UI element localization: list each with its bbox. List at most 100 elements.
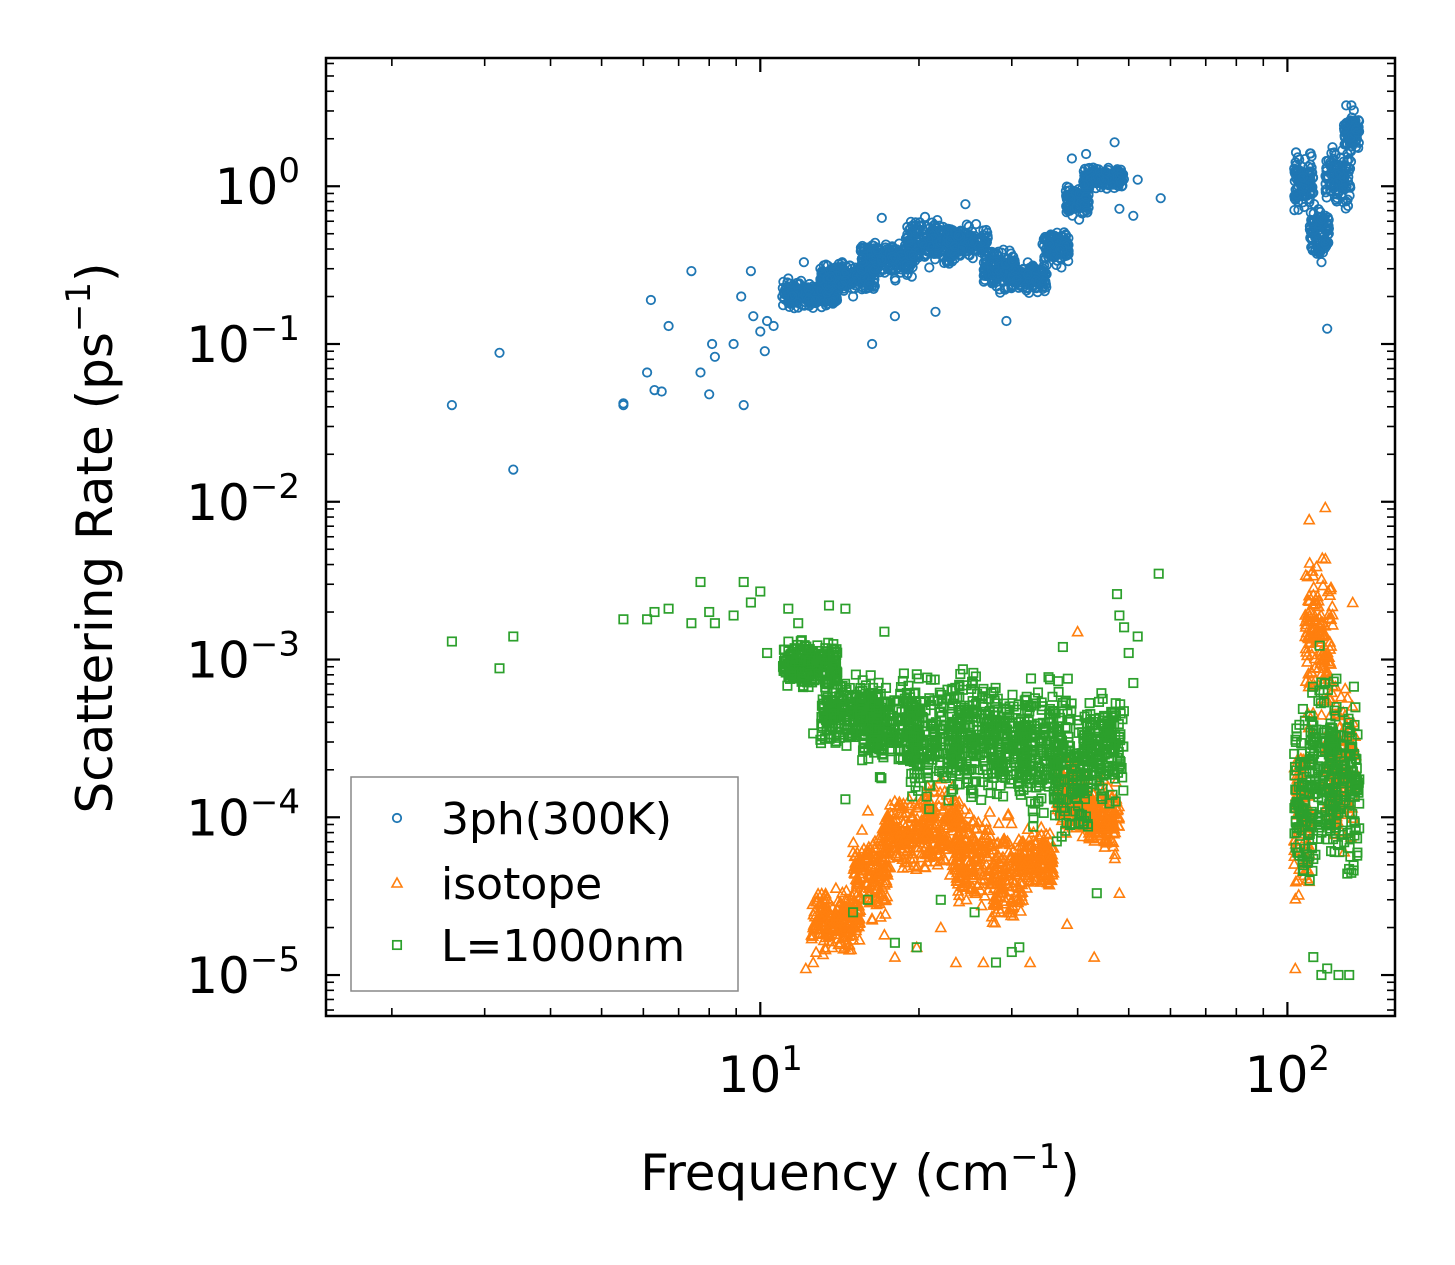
data-point — [1322, 323, 1333, 334]
data-point — [963, 221, 975, 232]
data-point — [1080, 191, 1092, 202]
data-point — [1098, 840, 1112, 852]
data-point — [906, 821, 919, 834]
data-marks — [446, 100, 1365, 981]
data-point — [814, 896, 828, 908]
data-point — [1339, 130, 1350, 141]
data-point — [902, 792, 916, 805]
data-point — [976, 868, 990, 881]
data-point — [851, 919, 865, 931]
data-point — [991, 898, 1004, 911]
data-point — [889, 695, 900, 706]
data-point — [962, 826, 975, 838]
data-point — [836, 693, 847, 704]
data-point — [822, 273, 833, 284]
data-point — [1082, 207, 1093, 218]
data-point — [978, 713, 989, 724]
data-point — [791, 277, 803, 289]
data-point — [806, 929, 820, 941]
data-point — [900, 855, 914, 868]
data-point — [848, 885, 861, 898]
data-point — [736, 291, 747, 302]
data-point — [932, 848, 946, 861]
data-point — [927, 784, 941, 797]
data-point — [1323, 588, 1337, 601]
data-point — [911, 717, 922, 728]
data-point — [1085, 830, 1099, 843]
data-point — [1056, 811, 1070, 823]
data-point — [1023, 858, 1037, 871]
data-point — [842, 938, 856, 951]
data-point — [876, 892, 889, 904]
data-point — [663, 320, 674, 332]
data-point — [846, 845, 860, 858]
data-point — [961, 853, 975, 866]
data-point — [965, 815, 979, 827]
data-point — [1320, 187, 1331, 198]
data-point — [847, 835, 860, 848]
data-point — [1015, 889, 1028, 901]
data-point — [1021, 822, 1035, 835]
data-point — [960, 820, 974, 833]
data-point — [856, 253, 868, 264]
data-point — [984, 846, 997, 859]
data-point — [877, 749, 888, 760]
data-point — [955, 756, 966, 768]
data-point — [925, 780, 936, 791]
data-point — [1307, 167, 1318, 178]
data-point — [845, 719, 856, 730]
data-point — [895, 801, 909, 814]
data-point — [1100, 166, 1111, 178]
data-point — [1054, 244, 1066, 255]
data-point — [906, 768, 917, 779]
data-point — [1087, 812, 1101, 824]
data-point — [799, 961, 813, 974]
data-point — [947, 751, 958, 762]
data-point — [964, 868, 978, 880]
data-point — [1303, 603, 1316, 616]
data-point — [978, 889, 992, 901]
data-point — [1086, 786, 1100, 799]
data-point — [1132, 174, 1143, 185]
data-point — [850, 880, 864, 892]
data-point — [855, 269, 867, 280]
data-point — [937, 250, 948, 261]
data-point — [880, 682, 892, 693]
data-point — [807, 918, 821, 930]
data-point — [988, 857, 1001, 870]
data-point — [793, 302, 804, 313]
data-point — [857, 685, 868, 696]
data-point — [895, 682, 907, 693]
data-point — [935, 707, 946, 718]
data-point — [953, 230, 964, 241]
data-point — [827, 296, 838, 307]
data-point — [876, 867, 890, 879]
data-point — [1045, 868, 1059, 880]
data-point — [1099, 832, 1113, 845]
data-point — [855, 692, 866, 703]
data-point — [857, 842, 871, 854]
data-point — [918, 250, 929, 262]
data-point — [446, 399, 457, 411]
data-point — [876, 212, 887, 223]
data-point — [931, 248, 942, 259]
data-point — [1305, 641, 1319, 654]
data-point — [868, 682, 879, 693]
data-point — [1289, 167, 1300, 178]
data-point — [873, 677, 884, 688]
data-point — [1108, 847, 1122, 860]
data-point — [1093, 804, 1107, 817]
data-point — [1060, 917, 1074, 930]
data-point — [850, 878, 864, 890]
data-point — [940, 835, 954, 847]
data-point — [1340, 160, 1351, 172]
data-point — [1044, 239, 1055, 250]
data-point — [900, 806, 913, 818]
data-point — [867, 695, 878, 706]
data-point — [831, 730, 842, 741]
data-point — [1060, 250, 1071, 261]
data-point — [803, 681, 814, 693]
data-point — [977, 686, 988, 697]
data-point — [1065, 193, 1076, 205]
